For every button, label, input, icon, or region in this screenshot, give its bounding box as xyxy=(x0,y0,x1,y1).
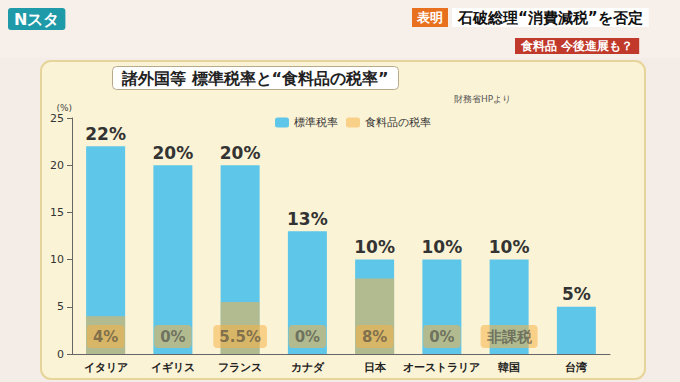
svg-text:20%: 20% xyxy=(220,143,261,163)
svg-text:15: 15 xyxy=(50,206,64,219)
svg-text:日本: 日本 xyxy=(364,361,387,374)
svg-text:4%: 4% xyxy=(93,328,118,346)
svg-text:Nスタ: Nスタ xyxy=(14,10,59,29)
svg-text:20: 20 xyxy=(50,159,64,172)
svg-text:0%: 0% xyxy=(160,328,185,346)
svg-text:22%: 22% xyxy=(85,124,126,144)
svg-text:0: 0 xyxy=(57,348,64,361)
svg-text:イタリア: イタリア xyxy=(84,361,128,374)
svg-text:表明: 表明 xyxy=(416,10,443,25)
svg-text:オーストラリア: オーストラリア xyxy=(403,361,480,374)
svg-text:10%: 10% xyxy=(422,237,463,257)
svg-text:食料品の税率: 食料品の税率 xyxy=(365,116,431,129)
svg-text:10%: 10% xyxy=(354,237,395,257)
svg-text:5.5%: 5.5% xyxy=(219,328,261,346)
svg-text:諸外国等 標準税率と“食料品の税率”: 諸外国等 標準税率と“食料品の税率” xyxy=(121,69,389,88)
svg-text:8%: 8% xyxy=(362,328,387,346)
svg-text:石破総理“消費減税”を否定: 石破総理“消費減税”を否定 xyxy=(457,9,643,27)
svg-text:10%: 10% xyxy=(489,237,530,257)
svg-text:5%: 5% xyxy=(562,284,591,304)
svg-text:0%: 0% xyxy=(295,328,320,346)
svg-text:食料品 今後進展も？: 食料品 今後進展も？ xyxy=(520,39,633,53)
svg-text:台湾: 台湾 xyxy=(565,361,588,374)
svg-text:財務省HPより: 財務省HPより xyxy=(454,94,511,104)
svg-text:非課税: 非課税 xyxy=(486,328,533,346)
svg-text:20%: 20% xyxy=(153,143,194,163)
svg-text:韓国: 韓国 xyxy=(498,361,520,374)
svg-text:0%: 0% xyxy=(429,328,454,346)
svg-text:イギリス: イギリス xyxy=(151,361,195,374)
svg-text:標準税率: 標準税率 xyxy=(294,116,338,129)
svg-text:フランス: フランス xyxy=(218,361,262,374)
svg-text:10: 10 xyxy=(50,253,64,266)
svg-text:13%: 13% xyxy=(287,209,328,229)
svg-text:25: 25 xyxy=(50,112,64,125)
svg-text:カナダ: カナダ xyxy=(291,361,325,374)
svg-text:5: 5 xyxy=(57,300,64,313)
